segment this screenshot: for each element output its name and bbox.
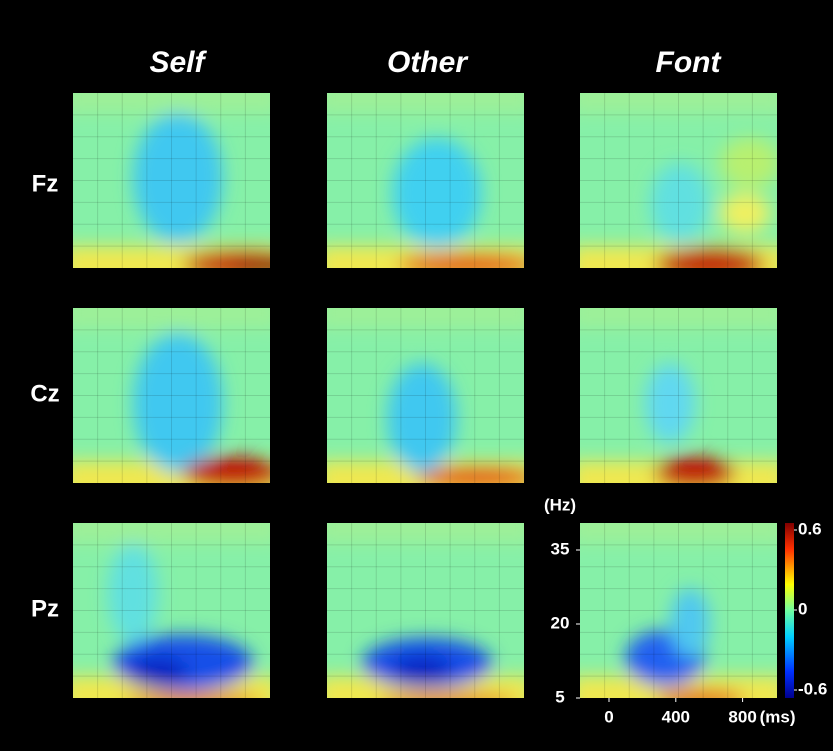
blob: [108, 543, 158, 643]
x-tick-label: 400: [662, 707, 690, 726]
blob: [123, 695, 263, 707]
y-tick-label: 35: [551, 539, 570, 558]
y-axis-unit: (Hz): [544, 495, 576, 514]
column-title: Font: [656, 46, 723, 79]
column-title: Other: [387, 46, 469, 79]
page: Self Other Font Fz Cz Pz (Hz) 35 20 5 0 400 800(ms) 0…: [0, 0, 833, 746]
blob: [650, 163, 710, 243]
row-label: Pz: [31, 595, 59, 622]
blob: [397, 255, 537, 275]
blob: [387, 363, 457, 473]
row-label: Fz: [32, 170, 59, 197]
colorbar-tick-label: 0: [798, 599, 807, 618]
blob: [645, 363, 695, 443]
figure: Self Other Font Fz Cz Pz (Hz) 35 20 5 0 400 800(ms) 0…: [0, 0, 833, 746]
heatmap-panel: [63, 298, 283, 501]
heatmap-panel: [317, 83, 537, 286]
heatmap-panel: [317, 298, 537, 501]
blob: [655, 691, 745, 707]
y-tick-label: 20: [551, 613, 570, 632]
x-axis-unit: (ms): [760, 707, 796, 726]
blob: [655, 457, 735, 489]
colorbar-tick-label: -0.6: [798, 679, 827, 698]
blob: [183, 457, 283, 489]
heatmap-panel: [317, 513, 534, 716]
blob: [417, 468, 537, 488]
colorbar: [785, 523, 794, 698]
blob: [392, 138, 482, 248]
heatmap-panel: [63, 83, 353, 286]
y-tick-label: 5: [555, 687, 564, 706]
blob: [655, 249, 765, 281]
blob: [128, 658, 188, 688]
row-label: Cz: [30, 380, 59, 407]
blob: [377, 695, 517, 707]
heatmap-panel: [570, 513, 787, 716]
x-tick-label: 800: [728, 707, 756, 726]
blob: [113, 635, 253, 691]
heatmap-panel: [570, 298, 787, 501]
column-title: Self: [149, 46, 207, 79]
heatmap-panel: [570, 83, 787, 286]
blob: [670, 588, 710, 658]
heatmap-panel: [63, 513, 280, 716]
x-tick-label: 0: [604, 707, 613, 726]
colorbar-tick-label: 0.6: [798, 519, 822, 538]
